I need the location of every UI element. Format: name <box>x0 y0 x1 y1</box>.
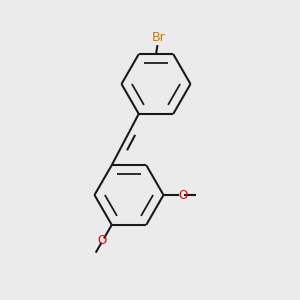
Text: O: O <box>178 188 187 202</box>
Text: O: O <box>98 234 107 247</box>
Text: Br: Br <box>152 31 166 44</box>
